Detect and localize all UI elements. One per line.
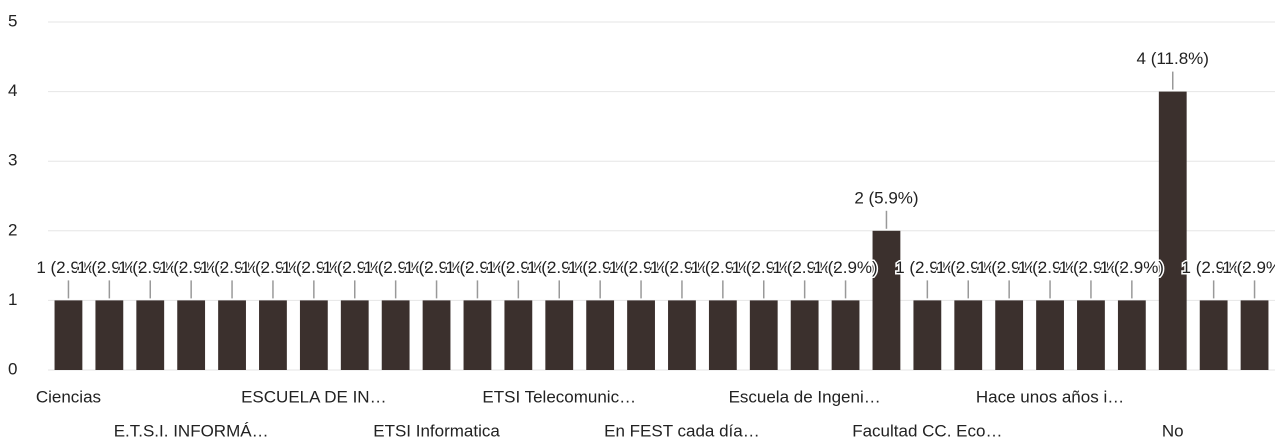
data-label: 1 (2.9%) bbox=[568, 258, 632, 277]
data-label: 1 (2.9%) bbox=[813, 258, 877, 277]
bar bbox=[381, 300, 410, 370]
x-tick-label: ETSI Informatica bbox=[373, 421, 500, 440]
data-label: 1 (2.9%) bbox=[445, 258, 509, 277]
data-label: 1 (2.9%) bbox=[1100, 258, 1164, 277]
bar bbox=[1117, 300, 1146, 370]
x-tick-label: No bbox=[1162, 421, 1184, 440]
data-label: 1 (2.9%) bbox=[1222, 258, 1275, 277]
bar bbox=[790, 300, 819, 370]
bar bbox=[463, 300, 492, 370]
bar bbox=[259, 300, 287, 370]
data-label: 1 (2.9%) bbox=[936, 258, 1000, 277]
bar bbox=[831, 300, 860, 370]
data-label: 1 (2.9%) bbox=[282, 258, 346, 277]
data-label: 1 (2.9%) bbox=[486, 258, 550, 277]
data-label: 1 (2.9%) bbox=[895, 258, 959, 277]
data-label: 1 (2.9%) bbox=[200, 258, 264, 277]
x-tick-label: ETSI Telecomunic… bbox=[482, 387, 636, 406]
data-label: 1 (2.9%) bbox=[527, 258, 591, 277]
x-tick-label: Hace unos años i… bbox=[976, 387, 1124, 406]
bar bbox=[95, 300, 124, 370]
bar bbox=[136, 300, 165, 370]
y-tick-label: 3 bbox=[8, 151, 17, 170]
data-label: 1 (2.9%) bbox=[404, 258, 468, 277]
data-label: 1 (2.9%) bbox=[77, 258, 141, 277]
x-tick-label: E.T.S.I. INFORMÁ… bbox=[114, 421, 269, 440]
bar bbox=[627, 300, 655, 370]
x-tick-label: Ciencias bbox=[36, 387, 101, 406]
bar bbox=[995, 300, 1024, 370]
data-label: 1 (2.9%) bbox=[773, 258, 837, 277]
y-tick-label: 4 bbox=[8, 81, 17, 100]
data-label: 1 (2.9%) bbox=[609, 258, 673, 277]
data-label: 1 (2.9%) bbox=[1018, 258, 1082, 277]
data-label: 1 (2.9%) bbox=[650, 258, 714, 277]
bar bbox=[504, 300, 533, 370]
bar bbox=[668, 300, 696, 370]
data-label: 1 (2.9%) bbox=[323, 258, 387, 277]
bar bbox=[749, 300, 778, 370]
bar bbox=[299, 300, 328, 370]
x-tick-label: Escuela de Ingeni… bbox=[729, 387, 881, 406]
bar bbox=[54, 300, 83, 370]
bar bbox=[1199, 300, 1228, 370]
bar bbox=[708, 300, 737, 370]
bar bbox=[1240, 300, 1269, 370]
x-tick-label: En FEST cada día… bbox=[604, 421, 760, 440]
x-tick-label: Facultad CC. Eco… bbox=[852, 421, 1002, 440]
data-label: 4 (11.8%) bbox=[1137, 49, 1209, 68]
bar bbox=[913, 300, 942, 370]
bar bbox=[218, 300, 246, 370]
data-label: 1 (2.9%) bbox=[691, 258, 755, 277]
data-label: 1 (2.9%) bbox=[241, 258, 305, 277]
data-label: 1 (2.9%) bbox=[732, 258, 796, 277]
y-tick-label: 2 bbox=[8, 220, 17, 239]
bar bbox=[954, 300, 983, 370]
data-label: 2 (5.9%) bbox=[854, 188, 918, 207]
data-label: 1 (2.9%) bbox=[977, 258, 1041, 277]
data-label: 1 (2.9%) bbox=[364, 258, 428, 277]
bar bbox=[177, 300, 206, 370]
bar bbox=[1036, 300, 1064, 370]
data-label: 1 (2.9%) bbox=[1182, 258, 1246, 277]
data-label: 1 (2.9%) bbox=[159, 258, 223, 277]
y-tick-label: 1 bbox=[8, 290, 17, 309]
y-tick-label: 0 bbox=[8, 359, 17, 378]
y-tick-label: 5 bbox=[8, 11, 17, 30]
bar bbox=[340, 300, 369, 370]
bar bbox=[422, 300, 451, 370]
bar bbox=[872, 230, 901, 370]
bar bbox=[1077, 300, 1105, 370]
data-label: 1 (2.9%) bbox=[36, 258, 100, 277]
x-tick-label: ESCUELA DE IN… bbox=[241, 387, 387, 406]
data-label: 1 (2.9%) bbox=[118, 258, 182, 277]
bar bbox=[1158, 91, 1187, 370]
data-label: 1 (2.9%) bbox=[1059, 258, 1123, 277]
bar bbox=[545, 300, 574, 370]
bar bbox=[586, 300, 615, 370]
